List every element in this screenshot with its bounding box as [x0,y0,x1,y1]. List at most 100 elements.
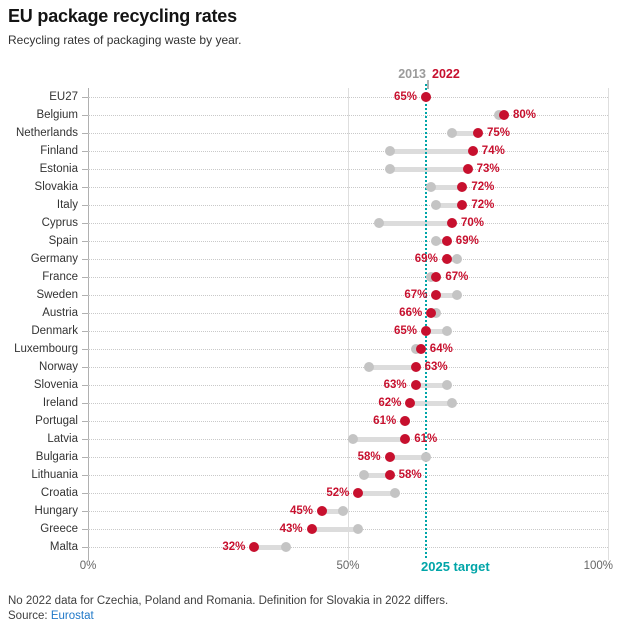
country-label: Latvia [47,433,78,445]
dumbbell-connector [379,220,452,226]
value-label: 62% [378,397,402,409]
dumbbell-connector [322,508,343,514]
row-gridline [88,312,608,314]
dot-2022 [462,164,473,174]
dot-2022 [384,452,395,462]
row-gridline [88,222,608,224]
country-label: Norway [39,361,78,373]
country-label: Luxembourg [14,343,78,355]
row-gridline [88,132,608,134]
dumbbell-connector [410,400,452,406]
dot-2022 [499,110,509,120]
value-label: 69% [414,253,438,265]
row-tick [82,150,88,152]
dot-2022 [249,542,260,552]
dot-2022 [421,326,431,336]
value-label: 67% [404,289,428,301]
row-gridline [88,96,608,98]
dot-2022 [447,218,457,228]
row-tick [82,96,88,98]
row-gridline [88,168,608,170]
row-tick [82,510,88,512]
dot-2022 [384,470,395,480]
dumbbell-connector [426,328,447,334]
x-axis-tick-100: 100% [583,560,613,572]
source-prefix: Source: [8,610,51,622]
value-label: 73% [476,163,500,175]
row-gridline [88,186,608,188]
country-label: Finland [40,145,78,157]
row-gridline [88,546,608,548]
dot-2013 [431,200,442,210]
row-gridline [88,114,608,116]
dot-2013 [280,542,291,552]
dot-2022 [441,236,452,246]
row-tick [82,492,88,494]
dot-2013 [493,110,504,120]
row-tick [82,222,88,224]
dot-2013 [389,488,400,498]
value-label: 72% [471,181,495,193]
row-gridline [88,438,608,440]
dot-2013 [384,164,395,174]
row-tick [82,240,88,242]
source-link-eurostat[interactable]: Eurostat [50,610,94,622]
dumbbell-connector [353,436,406,442]
dumbbell-connector [389,148,473,154]
row-tick [82,366,88,368]
country-label: Sweden [36,289,78,301]
dot-2013 [452,254,463,264]
dot-2022 [431,272,442,282]
dot-2013 [431,236,442,246]
country-label: Austria [42,307,78,319]
x-axis-tick-0: 0% [79,560,97,572]
dot-2022 [467,146,478,156]
row-gridline [88,402,608,404]
dot-2013 [348,434,359,444]
x-axis-tick-50: 50% [336,560,360,572]
y-axis-line [87,88,89,560]
country-label: Croatia [40,487,78,499]
dot-2013 [447,128,457,138]
row-tick [82,384,88,386]
dumbbell-connector [446,256,458,262]
footnote: No 2022 data for Czechia, Poland and Rom… [8,595,449,607]
country-label: Hungary [34,505,78,517]
legend-connector-line [427,80,429,89]
row-gridline [88,204,608,206]
row-tick [82,546,88,548]
country-label: Ireland [42,397,78,409]
target-label: 2025 target [421,559,490,574]
dot-2022 [431,290,442,300]
row-tick [82,204,88,206]
value-label: 63% [383,379,407,391]
value-label: 69% [455,235,479,247]
dumbbell-connector [254,544,286,550]
dot-2013 [358,470,369,480]
dot-2022 [426,308,437,318]
row-tick [82,330,88,332]
row-gridline [88,240,608,242]
country-label: Malta [49,541,78,553]
row-tick [82,420,88,422]
row-gridline [88,348,608,350]
country-label: Germany [30,253,78,265]
page-title: EU package recycling rates [8,6,237,26]
value-label: 65% [393,325,417,337]
country-label: Greece [40,523,78,535]
dot-2013 [353,524,364,534]
dot-2022 [353,488,364,498]
value-label: 65% [393,91,417,103]
dumbbell-connector [452,130,478,136]
gridline-100pct [607,88,609,560]
dot-2013 [363,362,374,372]
dot-2022 [400,434,411,444]
value-label: 58% [357,451,381,463]
dot-2013 [426,182,437,192]
country-label: Bulgaria [35,451,78,463]
dot-2022 [410,380,421,390]
row-tick [82,294,88,296]
dumbbell-connector [415,382,447,388]
